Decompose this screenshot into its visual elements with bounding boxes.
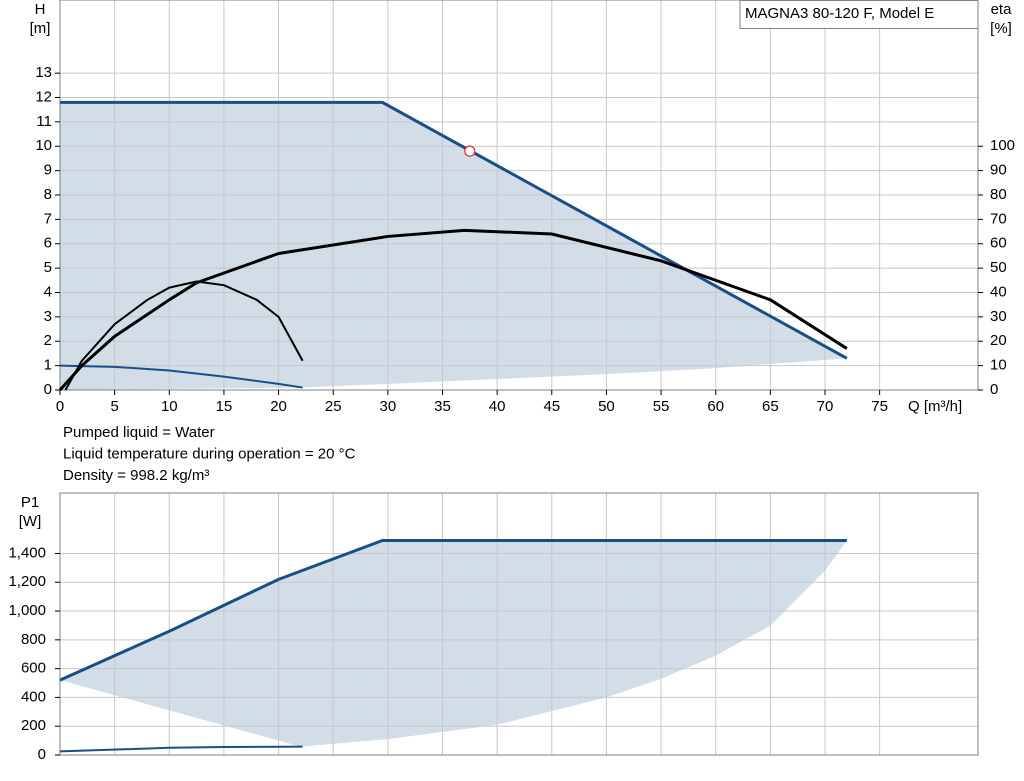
x-tick-label: 10 xyxy=(161,398,178,415)
x-tick-label: 0 xyxy=(56,398,64,415)
y-tick-label: 200 xyxy=(21,717,46,734)
y2-tick-label: 80 xyxy=(990,186,1007,203)
y2-axis-label: eta xyxy=(991,1,1013,18)
y-tick-label: 13 xyxy=(35,64,52,81)
chart-title: MAGNA3 80-120 F, Model E xyxy=(745,5,934,22)
plot-frame xyxy=(59,492,979,756)
curve xyxy=(64,280,304,391)
y-axis-unit: [W] xyxy=(19,513,42,530)
y-axis-label: H xyxy=(35,1,46,18)
y2-tick-label: 100 xyxy=(990,137,1015,154)
x-tick-label: 15 xyxy=(216,398,233,415)
y2-tick-label: 90 xyxy=(990,162,1007,179)
x-tick-label: 55 xyxy=(653,398,670,415)
y2-tick-label: 20 xyxy=(990,332,1007,349)
y-tick-label: 8 xyxy=(44,186,52,203)
y-tick-label: 7 xyxy=(44,210,52,227)
y2-tick-label: 50 xyxy=(990,259,1007,276)
x-tick-label: 20 xyxy=(270,398,287,415)
y-tick-label: 0 xyxy=(44,381,52,398)
annotation: Density = 998.2 kg/m³ xyxy=(63,467,209,484)
curve xyxy=(58,228,848,392)
x-tick-label: 5 xyxy=(110,398,118,415)
x-tick-label: 35 xyxy=(434,398,451,415)
x-tick-label: 45 xyxy=(543,398,560,415)
y2-tick-label: 60 xyxy=(990,235,1007,252)
y-tick-label: 10 xyxy=(35,137,52,154)
x-tick-label: 70 xyxy=(817,398,834,415)
y-tick-label: 1,400 xyxy=(8,544,46,561)
y-tick-label: 1,000 xyxy=(8,602,46,619)
x-tick-label: 65 xyxy=(762,398,779,415)
duty-point xyxy=(464,145,476,157)
y-tick-label: 600 xyxy=(21,660,46,677)
operating-range xyxy=(60,540,847,747)
y-tick-label: 1 xyxy=(44,357,52,374)
annotation: Pumped liquid = Water xyxy=(63,424,215,441)
y2-tick-label: 10 xyxy=(990,357,1007,374)
y-tick-label: 2 xyxy=(44,332,52,349)
curve xyxy=(59,745,303,753)
y-tick-label: 11 xyxy=(36,113,52,130)
y2-axis-unit: [%] xyxy=(990,20,1012,37)
y-tick-label: 12 xyxy=(35,88,52,105)
y2-tick-label: 30 xyxy=(990,308,1007,325)
y-axis-label: P1 xyxy=(21,494,39,511)
y2-tick-label: 40 xyxy=(990,283,1007,300)
operating-range xyxy=(60,102,847,390)
y-tick-label: 0 xyxy=(38,746,46,763)
y-tick-label: 6 xyxy=(44,235,52,252)
y-tick-label: 9 xyxy=(44,162,52,179)
x-tick-label: 30 xyxy=(380,398,397,415)
x-tick-label: 40 xyxy=(489,398,506,415)
y-tick-label: 3 xyxy=(44,308,52,325)
x-axis-label: Q [m³/h] xyxy=(908,398,962,415)
y-tick-label: 4 xyxy=(44,283,52,300)
y-axis-unit: [m] xyxy=(30,20,51,37)
x-tick-label: 25 xyxy=(325,398,342,415)
annotation: Liquid temperature during operation = 20… xyxy=(63,445,356,462)
y2-tick-label: 70 xyxy=(990,210,1007,227)
x-tick-label: 60 xyxy=(707,398,724,415)
x-tick-label: 50 xyxy=(598,398,615,415)
title-box xyxy=(739,0,979,29)
y-tick-label: 400 xyxy=(21,688,46,705)
x-tick-label: 75 xyxy=(871,398,888,415)
curve xyxy=(59,364,303,389)
y2-tick-label: 0 xyxy=(990,381,998,398)
y-tick-label: 5 xyxy=(44,259,52,276)
curve xyxy=(59,539,847,682)
y-tick-label: 800 xyxy=(21,631,46,648)
y-tick-label: 1,200 xyxy=(8,573,46,590)
